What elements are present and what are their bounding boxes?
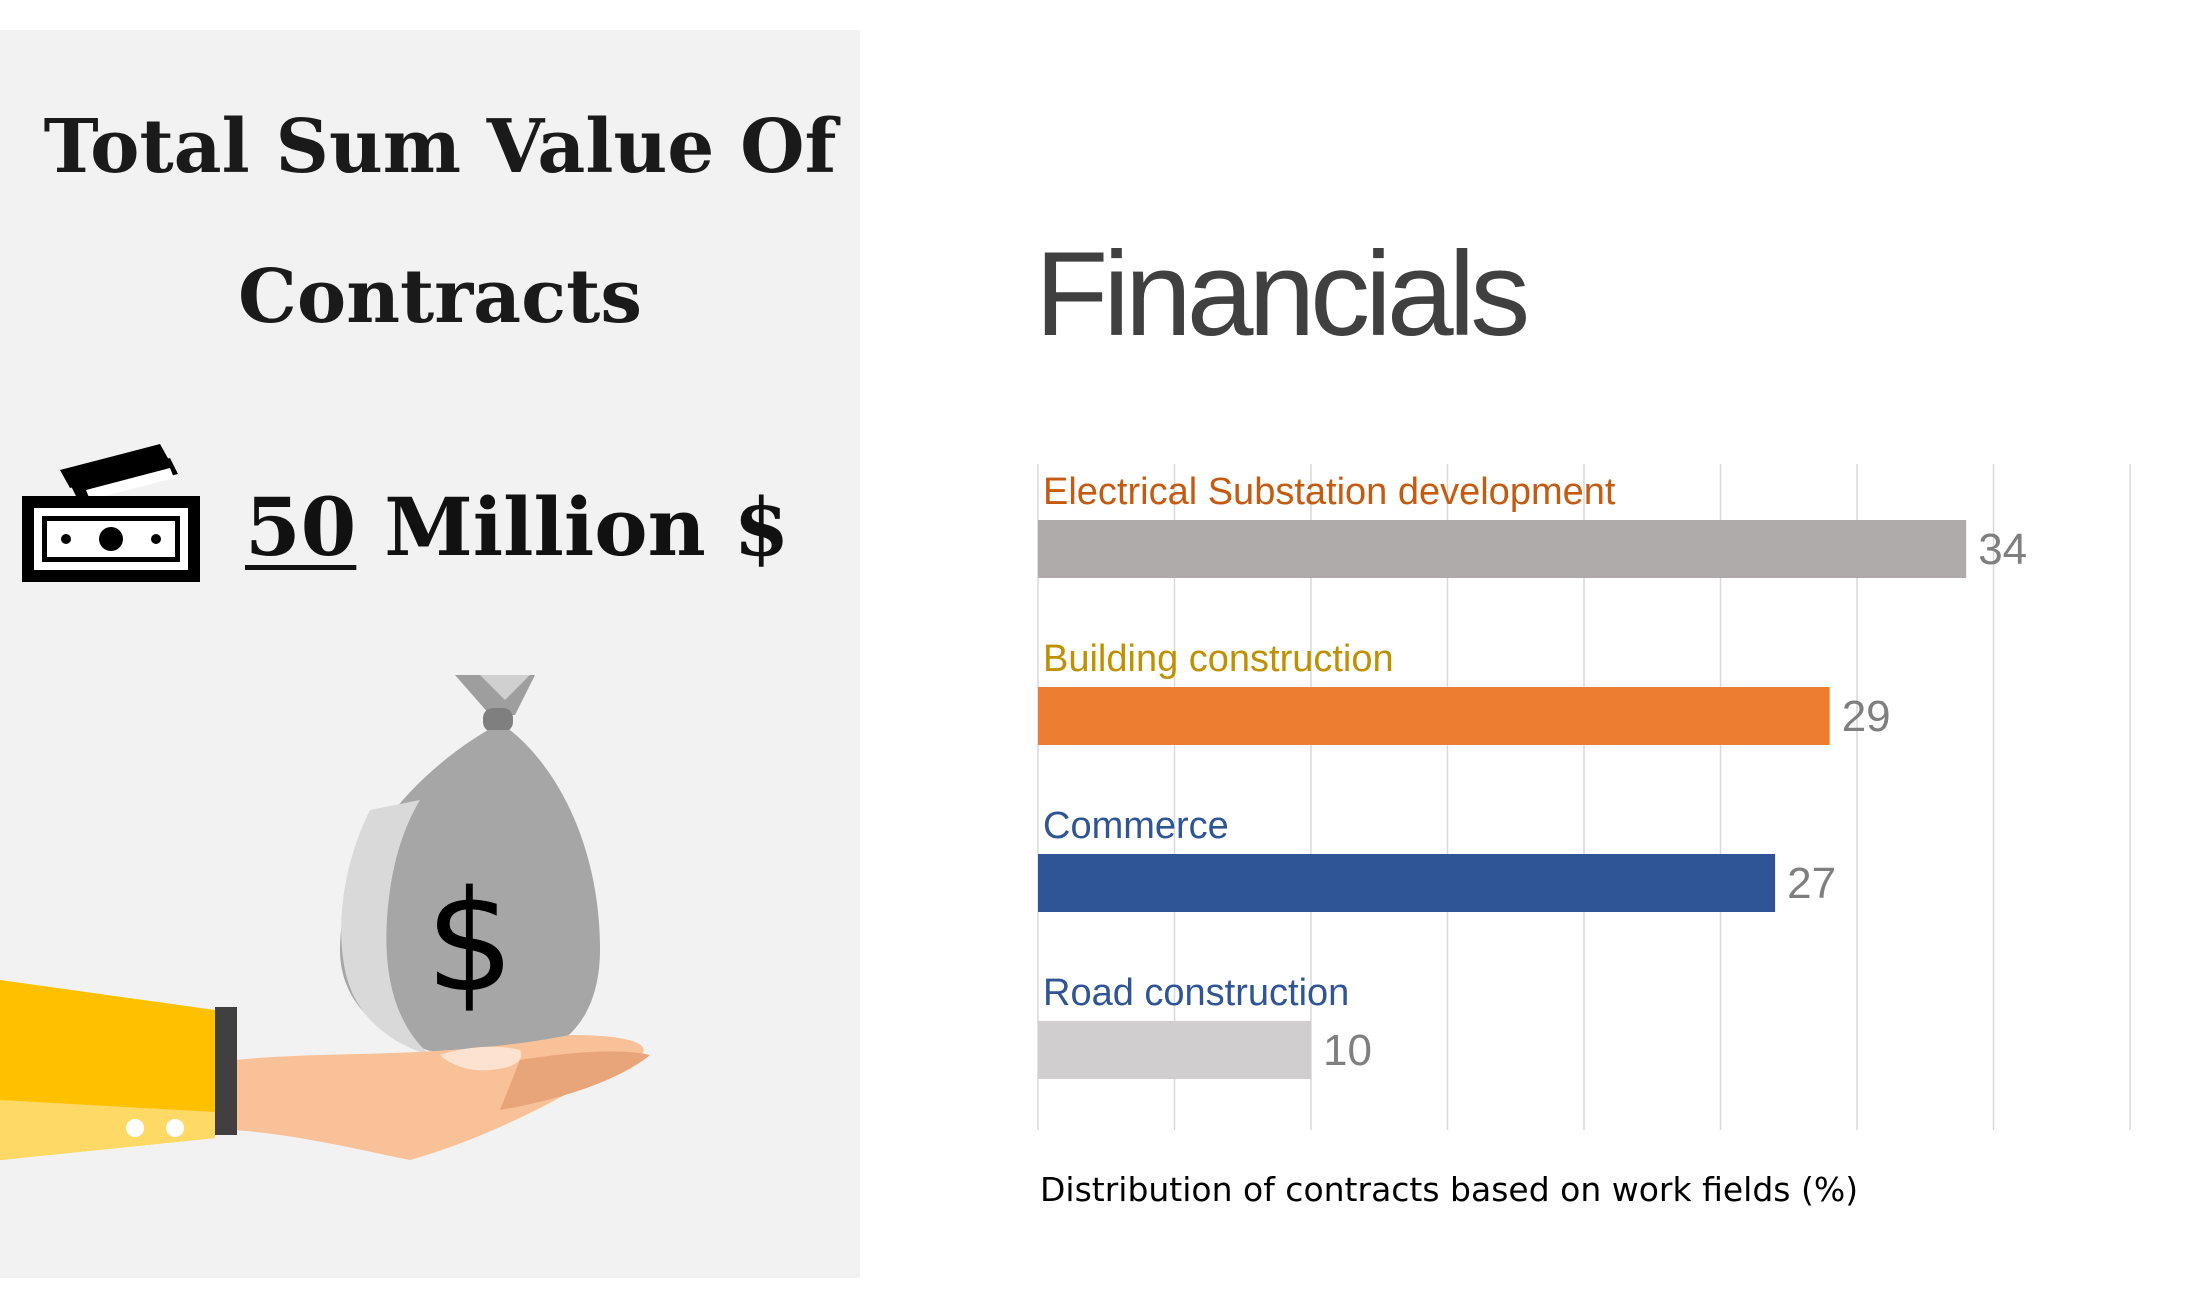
bars: Electrical Substation development 34 Build… <box>1038 471 2027 1079</box>
cash-icon <box>22 444 200 582</box>
category-label: Electrical Substation development <box>1043 471 1616 513</box>
category-label: Road construction <box>1043 972 1349 1014</box>
bar <box>1038 1021 1311 1079</box>
bar-group: Commerce 27 <box>1038 805 1836 912</box>
bar-group: Building construction 29 <box>1038 638 1891 745</box>
total-number: 50 <box>245 480 357 574</box>
total-unit: Million $ <box>384 480 790 574</box>
bag-dollar-sign: $ <box>425 861 514 1024</box>
category-label: Commerce <box>1043 805 1229 847</box>
hand-with-money-bag: $ <box>0 675 650 1160</box>
money-bag-icon: $ <box>340 675 600 1060</box>
bar <box>1038 520 1967 578</box>
value-label: 27 <box>1787 859 1836 908</box>
hand-icon <box>0 980 650 1160</box>
chart-title: Financials <box>1035 227 1530 361</box>
bar-chart: Electrical Substation development 34 Build… <box>1037 464 2131 1130</box>
bar-group: Electrical Substation development 34 <box>1038 471 2027 578</box>
bar <box>1038 854 1776 912</box>
value-label: 34 <box>1978 525 2027 574</box>
chart-caption: Distribution of contracts based on work … <box>1040 1170 1859 1209</box>
total-value: 50 Million $ <box>245 480 789 574</box>
bar-group: Road construction 10 <box>1038 972 1372 1079</box>
category-label: Building construction <box>1043 638 1394 680</box>
value-label: 29 <box>1842 692 1891 741</box>
panel-title-line1: Total Sum Value Of <box>43 104 837 190</box>
panel-title-line2: Contracts <box>237 254 643 340</box>
panel-title: Total Sum Value Of Contracts <box>0 72 880 372</box>
value-label: 10 <box>1323 1026 1372 1075</box>
bar <box>1038 687 1830 745</box>
